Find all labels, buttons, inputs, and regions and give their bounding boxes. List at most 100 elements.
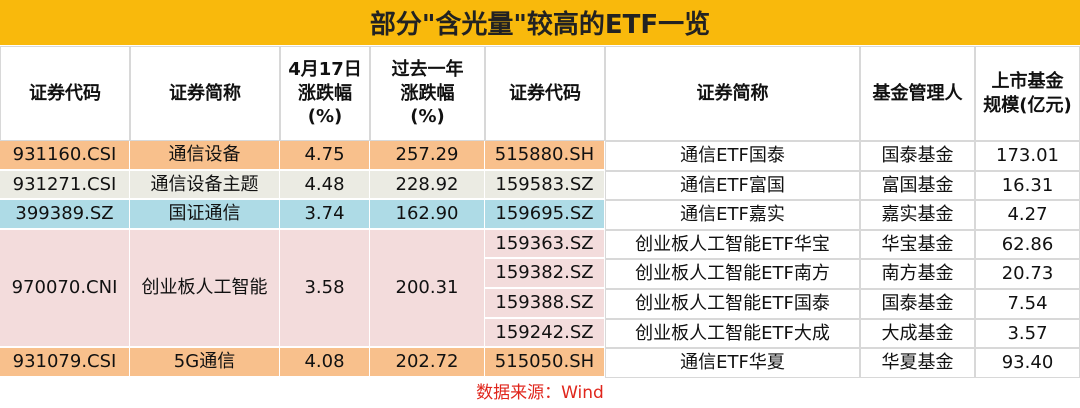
index-cell: 4.08 bbox=[280, 348, 370, 378]
etf-name: 创业板人工智能ETF大成 bbox=[635, 322, 830, 344]
index-cell: 200.31 bbox=[370, 229, 485, 349]
header-text: 基金管理人 bbox=[872, 82, 963, 104]
index-cell: 3.58 bbox=[280, 229, 370, 349]
table-title: 部分"含光量"较高的ETF一览 bbox=[0, 0, 1080, 45]
etf-manager-cell: 大成基金 bbox=[860, 318, 975, 349]
index-change-year: 228.92 bbox=[395, 173, 459, 195]
etf-manager: 国泰基金 bbox=[881, 145, 954, 167]
header-cell: 证券代码 bbox=[485, 46, 605, 141]
index-name: 通信设备主题 bbox=[150, 173, 259, 195]
header-text: 过去一年 bbox=[391, 59, 464, 81]
etf-size-cell: 62.86 bbox=[975, 229, 1080, 260]
index-cell: 创业板人工智能 bbox=[130, 229, 280, 349]
index-change-year: 200.31 bbox=[395, 277, 459, 299]
etf-code: 159583.SZ bbox=[495, 173, 594, 195]
etf-code-cell: 159695.SZ bbox=[485, 200, 605, 230]
etf-manager-cell: 富国基金 bbox=[860, 170, 975, 201]
etf-size: 16.31 bbox=[1001, 174, 1054, 196]
header-cell: 证券代码 bbox=[0, 46, 130, 141]
etf-manager: 华宝基金 bbox=[881, 233, 954, 255]
etf-code: 159382.SZ bbox=[495, 262, 594, 284]
etf-manager: 嘉实基金 bbox=[881, 204, 954, 226]
index-change-day: 4.75 bbox=[304, 144, 345, 166]
index-name: 国证通信 bbox=[168, 203, 241, 225]
etf-manager-cell: 华夏基金 bbox=[860, 348, 975, 378]
etf-name: 通信ETF国泰 bbox=[680, 145, 785, 167]
index-cell: 3.74 bbox=[280, 200, 370, 230]
index-change-year: 162.90 bbox=[395, 203, 459, 225]
header-cell: 证券简称 bbox=[130, 46, 280, 141]
header-text: 证券代码 bbox=[29, 82, 101, 104]
etf-name-cell: 通信ETF华夏 bbox=[605, 348, 860, 378]
index-change-year: 202.72 bbox=[395, 351, 459, 373]
header-cell: 证券简称 bbox=[605, 46, 860, 141]
etf-size: 7.54 bbox=[1007, 293, 1048, 315]
etf-manager: 大成基金 bbox=[881, 322, 954, 344]
etf-name-cell: 通信ETF嘉实 bbox=[605, 200, 860, 230]
etf-code: 159695.SZ bbox=[495, 203, 594, 225]
index-cell: 970070.CNI bbox=[0, 229, 130, 349]
etf-manager: 南方基金 bbox=[881, 263, 954, 285]
header-text: (%) bbox=[410, 106, 445, 128]
etf-code-cell: 515050.SH bbox=[485, 348, 605, 378]
header-text: 上市基金 bbox=[991, 71, 1064, 93]
header-cell: 上市基金 规模(亿元) bbox=[975, 46, 1080, 141]
etf-manager-cell: 嘉实基金 bbox=[860, 200, 975, 230]
index-cell: 4.48 bbox=[280, 170, 370, 201]
etf-name: 通信ETF华夏 bbox=[680, 352, 785, 374]
index-cell: 931160.CSI bbox=[0, 141, 130, 171]
header-text: 证券简称 bbox=[169, 82, 241, 104]
index-code: 931271.CSI bbox=[12, 173, 117, 195]
index-cell: 257.29 bbox=[370, 141, 485, 171]
header-text: (%) bbox=[307, 106, 343, 128]
etf-manager-cell: 国泰基金 bbox=[860, 141, 975, 171]
etf-size: 173.01 bbox=[996, 145, 1059, 167]
header-text: 规模(亿元) bbox=[983, 94, 1072, 116]
etf-manager-cell: 南方基金 bbox=[860, 259, 975, 289]
etf-size-cell: 4.27 bbox=[975, 200, 1080, 230]
etf-code-cell: 159242.SZ bbox=[485, 318, 605, 349]
index-cell: 通信设备主题 bbox=[130, 170, 280, 201]
etf-name-cell: 创业板人工智能ETF大成 bbox=[605, 318, 860, 349]
index-cell: 国证通信 bbox=[130, 200, 280, 230]
etf-name: 创业板人工智能ETF华宝 bbox=[635, 233, 830, 255]
index-cell: 228.92 bbox=[370, 170, 485, 201]
header-cell: 4月17日 涨跌幅 (%) bbox=[280, 46, 370, 141]
etf-size-cell: 3.57 bbox=[975, 318, 1080, 349]
etf-code-cell: 159583.SZ bbox=[485, 170, 605, 201]
header-text: 涨跌幅 bbox=[298, 82, 352, 104]
index-code: 399389.SZ bbox=[15, 203, 114, 225]
etf-manager: 富国基金 bbox=[881, 174, 954, 196]
index-change-day: 4.48 bbox=[304, 173, 345, 195]
index-cell: 5G通信 bbox=[130, 348, 280, 378]
source-note: 数据来源：Wind bbox=[476, 383, 604, 403]
index-name: 5G通信 bbox=[173, 351, 236, 373]
etf-name: 创业板人工智能ETF国泰 bbox=[635, 293, 830, 315]
index-code: 931160.CSI bbox=[12, 144, 117, 166]
etf-name: 通信ETF富国 bbox=[680, 174, 785, 196]
index-cell: 162.90 bbox=[370, 200, 485, 230]
etf-size-cell: 7.54 bbox=[975, 289, 1080, 319]
etf-name-cell: 创业板人工智能ETF南方 bbox=[605, 259, 860, 289]
header-text: 证券简称 bbox=[696, 82, 769, 104]
index-cell: 931271.CSI bbox=[0, 170, 130, 201]
header-cell: 基金管理人 bbox=[860, 46, 975, 141]
index-change-year: 257.29 bbox=[395, 144, 459, 166]
header-cell: 过去一年 涨跌幅 (%) bbox=[370, 46, 485, 141]
etf-size: 4.27 bbox=[1007, 204, 1048, 226]
etf-code-cell: 159363.SZ bbox=[485, 229, 605, 260]
index-change-day: 3.74 bbox=[304, 203, 345, 225]
index-change-day: 4.08 bbox=[304, 351, 345, 373]
etf-size-cell: 16.31 bbox=[975, 170, 1080, 201]
etf-code-cell: 159382.SZ bbox=[485, 259, 605, 289]
index-cell: 931079.CSI bbox=[0, 348, 130, 378]
etf-name: 创业板人工智能ETF南方 bbox=[635, 263, 830, 285]
index-cell: 通信设备 bbox=[130, 141, 280, 171]
index-cell: 4.75 bbox=[280, 141, 370, 171]
etf-code-cell: 159388.SZ bbox=[485, 289, 605, 319]
etf-name-cell: 创业板人工智能ETF华宝 bbox=[605, 229, 860, 260]
etf-name-cell: 通信ETF国泰 bbox=[605, 141, 860, 171]
etf-size: 20.73 bbox=[1001, 263, 1054, 285]
etf-code: 159242.SZ bbox=[495, 321, 594, 343]
